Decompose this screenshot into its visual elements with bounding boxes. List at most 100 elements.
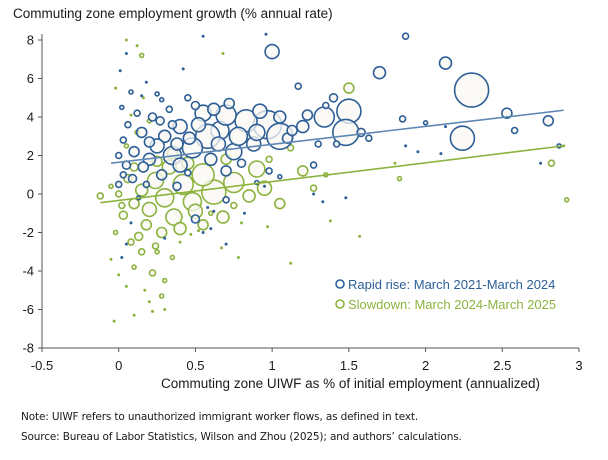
data-point — [118, 210, 129, 220]
data-point — [182, 131, 197, 145]
data-point — [256, 180, 273, 196]
x-tick-label: 2.5 — [493, 358, 511, 373]
data-point — [236, 158, 247, 168]
data-point — [119, 171, 128, 179]
data-point — [173, 221, 187, 236]
data-point — [140, 219, 153, 231]
scatter-chart: -8 -6 -4 -2 0 2 4 6 8 -0.5 0 0.5 1 1.5 2 2.5 3 Commuting … — [22, 32, 583, 391]
y-tick-label: 2 — [27, 148, 34, 163]
marks-layer — [96, 32, 570, 323]
chart-title: Commuting zone employment growth (% annu… — [13, 6, 333, 21]
data-point — [157, 129, 172, 144]
data-point — [296, 165, 309, 177]
data-point — [114, 190, 123, 198]
data-point — [321, 200, 325, 204]
data-point — [128, 89, 134, 95]
y-tick-label: -4 — [22, 264, 34, 279]
data-point — [220, 165, 232, 177]
data-point — [170, 137, 184, 151]
data-point — [119, 104, 125, 111]
data-point — [542, 115, 555, 127]
data-point — [133, 231, 144, 242]
data-point — [449, 125, 476, 151]
data-point — [158, 96, 165, 103]
data-point — [207, 102, 221, 117]
data-point — [123, 143, 130, 149]
data-point — [161, 277, 168, 284]
data-point — [206, 206, 210, 209]
data-point — [151, 242, 160, 250]
data-point — [142, 180, 151, 189]
data-point — [112, 229, 119, 236]
data-point — [236, 256, 240, 259]
data-point — [131, 264, 137, 270]
data-point — [208, 210, 214, 217]
data-point — [165, 105, 174, 114]
data-point — [224, 242, 228, 246]
data-point — [401, 32, 410, 41]
y-tick-label: -2 — [22, 225, 34, 240]
legend-marker-slowdown — [335, 299, 345, 309]
data-point — [547, 159, 556, 167]
data-point — [129, 221, 133, 225]
data-point — [301, 109, 314, 121]
data-point — [272, 110, 287, 124]
data-point — [154, 249, 160, 255]
trendlines-layer — [100, 109, 564, 204]
data-point — [453, 72, 490, 108]
data-point — [109, 257, 113, 261]
x-tick-label: 0 — [115, 358, 122, 373]
data-point — [197, 219, 209, 231]
data-point — [190, 100, 201, 111]
data-point — [114, 86, 118, 90]
data-point — [114, 180, 123, 189]
y-tick-label: 6 — [27, 71, 34, 86]
x-tick-label: -0.5 — [31, 358, 53, 373]
data-point — [265, 167, 273, 175]
data-point — [295, 119, 310, 134]
legend-label-rapid: Rapid rise: March 2021-March 2024 — [348, 277, 555, 292]
data-point — [118, 201, 126, 210]
data-point — [313, 106, 336, 128]
data-point — [167, 119, 178, 130]
data-point — [151, 309, 154, 313]
data-point — [422, 120, 429, 126]
data-point — [204, 152, 218, 167]
data-point — [398, 115, 407, 123]
data-point — [510, 126, 519, 135]
data-point — [138, 52, 145, 59]
data-point — [114, 151, 123, 160]
data-point — [242, 189, 256, 203]
trendline-rapid-rise — [110, 109, 564, 164]
x-tick-label: 3 — [575, 358, 582, 373]
data-point — [120, 256, 124, 259]
data-point — [225, 142, 243, 161]
data-point — [216, 210, 230, 224]
data-point — [181, 67, 185, 71]
data-point — [289, 261, 293, 265]
data-point — [135, 44, 139, 48]
data-point — [141, 96, 145, 100]
y-tick-label: -6 — [22, 302, 34, 317]
data-point — [189, 232, 193, 236]
data-point — [184, 94, 192, 102]
data-point — [143, 136, 156, 148]
data-point — [396, 175, 403, 182]
data-point — [444, 125, 447, 129]
data-point — [124, 242, 128, 246]
data-point — [201, 34, 205, 38]
data-point — [364, 134, 373, 142]
data-point — [309, 184, 318, 192]
data-point — [221, 52, 225, 55]
data-point — [343, 82, 355, 94]
data-point — [264, 43, 280, 60]
data-point — [201, 231, 205, 234]
data-point — [266, 225, 269, 229]
data-point — [124, 38, 128, 42]
y-tick-label: 4 — [27, 110, 34, 125]
legend: Rapid rise: March 2021-March 2024 Slowdo… — [335, 277, 556, 312]
data-point — [158, 293, 165, 299]
data-point — [276, 173, 283, 180]
legend-label-slowdown: Slowdown: March 2024-March 2025 — [348, 297, 556, 312]
data-point — [220, 246, 223, 250]
